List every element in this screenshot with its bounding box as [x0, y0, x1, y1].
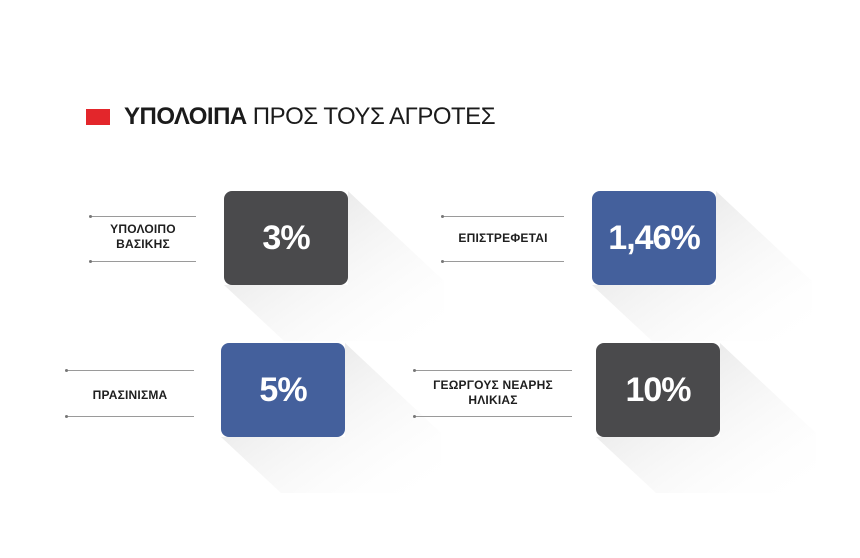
box-shadow [221, 343, 441, 493]
divider-dot [65, 369, 68, 372]
stat-label: ΕΠΙΣΤΡΕΦΕΤΑΙ [442, 231, 564, 246]
box-shadow [596, 343, 816, 493]
divider-dot [413, 415, 416, 418]
divider-line-top [90, 216, 196, 217]
divider-line-top [66, 370, 194, 371]
stat-value-box: 1,46% [592, 191, 716, 285]
divider-line-bottom [442, 261, 564, 262]
box-shadow [224, 191, 444, 341]
stat-value-box: 10% [596, 343, 720, 437]
stat-label: ΥΠΟΛΟΙΠΟ ΒΑΣΙΚΗΣ [90, 222, 196, 252]
stat-label-line1: ΕΠΙΣΤΡΕΦΕΤΑΙ [458, 231, 548, 245]
divider-dot [413, 369, 416, 372]
stat-label-line1: ΠΡΑΣΙΝΙΣΜΑ [92, 388, 168, 402]
stat-label: ΠΡΑΣΙΝΙΣΜΑ [66, 388, 194, 403]
divider-line-bottom [66, 416, 194, 417]
stat-value-box: 3% [224, 191, 348, 285]
stat-value-box: 5% [221, 343, 345, 437]
divider-dot [89, 215, 92, 218]
divider-dot [441, 260, 444, 263]
stat-value: 5% [259, 370, 307, 409]
stat-value: 3% [262, 218, 310, 257]
title-rest: ΠΡΟΣ ΤΟΥΣ ΑΓΡΟΤΕΣ [252, 103, 496, 130]
divider-line-top [442, 216, 564, 217]
divider-dot [89, 260, 92, 263]
page-title: ΥΠΟΛΟΙΠΑ ΠΡΟΣ ΤΟΥΣ ΑΓΡΟΤΕΣ [86, 102, 496, 132]
divider-line-top [414, 370, 572, 371]
box-shadow [592, 191, 812, 341]
divider-line-bottom [90, 261, 196, 262]
divider-dot [65, 415, 68, 418]
stat-label-line2: ΗΛΙΚΙΑΣ [468, 393, 518, 407]
stat-label-line2: ΒΑΣΙΚΗΣ [116, 237, 170, 251]
stat-label: ΓΕΩΡΓΟΥΣ ΝΕΑΡΗΣ ΗΛΙΚΙΑΣ [414, 378, 572, 408]
red-square-icon [86, 109, 110, 125]
stat-value: 1,46% [608, 218, 700, 257]
divider-dot [441, 215, 444, 218]
stat-value: 10% [625, 370, 691, 409]
divider-line-bottom [414, 416, 572, 417]
stat-label-line1: ΥΠΟΛΟΙΠΟ [110, 222, 176, 236]
stat-label-line1: ΓΕΩΡΓΟΥΣ ΝΕΑΡΗΣ [433, 378, 553, 392]
title-bold: ΥΠΟΛΟΙΠΑ [124, 103, 247, 130]
